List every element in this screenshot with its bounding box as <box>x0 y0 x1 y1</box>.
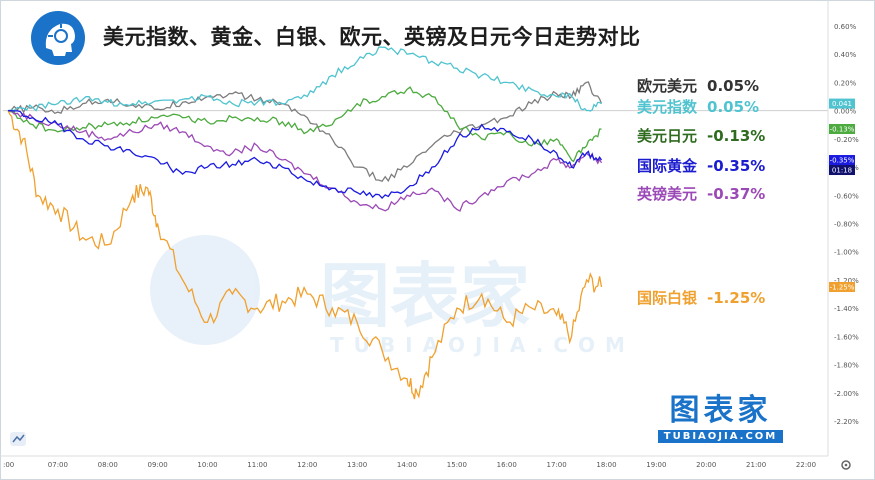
legend-item-usdjpy: 美元日元 -0.13% <box>637 125 765 146</box>
x-tick-label: 18:00 <box>596 461 616 469</box>
y-tick-label: -1.80% <box>834 362 859 370</box>
x-tick-label: 08:00 <box>98 461 118 469</box>
x-tick-label: 12:00 <box>297 461 317 469</box>
x-tick-label: 11:00 <box>247 461 267 469</box>
price-tag-dxy: 0.041 <box>829 98 855 109</box>
x-tick-label: 19:00 <box>646 461 666 469</box>
x-tick-label: 20:00 <box>696 461 716 469</box>
price-tag-usdjpy: -0.13% <box>829 123 855 134</box>
legend-name: 国际黄金 <box>637 157 698 175</box>
series-label-silver: 国际白银 -1.25% <box>637 287 765 308</box>
y-tick-label: 0.60% <box>834 23 857 31</box>
legend-value: 0.05% <box>707 98 760 116</box>
x-tick-label: 09:00 <box>148 461 168 469</box>
watermark-sub-text: TUBIAOJIA.COM <box>658 430 783 443</box>
x-tick-label: 15:00 <box>447 461 467 469</box>
legend-value: -0.35% <box>707 157 766 175</box>
x-tick-label: 13:00 <box>347 461 367 469</box>
x-tick-label: 22:00 <box>796 461 816 469</box>
y-tick-label: 0.00% <box>834 108 857 116</box>
series-line-eurusd <box>7 81 603 183</box>
legend-item-dxy: 美元指数 0.05% <box>637 96 759 117</box>
y-tick-label: -0.20% <box>834 136 859 144</box>
watermark: 图表家 TUBIAOJIA.COM <box>150 235 635 357</box>
x-tick-label: 17:00 <box>547 461 567 469</box>
legend-item-gold: 国际黄金 -0.35% <box>637 155 765 176</box>
watermark-bottom-right: 图表家 TUBIAOJIA.COM <box>658 394 783 443</box>
price-tags: 0.041 -0.13% -0.35% 01:18 -1.25% <box>829 98 855 292</box>
settings-gear-icon[interactable] <box>841 460 851 470</box>
legend-value: -0.37% <box>707 185 766 203</box>
watermark-sub-text: TUBIAOJIA.COM <box>330 333 635 357</box>
y-tick-label: -1.20% <box>834 277 859 285</box>
watermark-logo-icon <box>150 235 260 345</box>
series-line-gold <box>8 109 603 200</box>
legend-name: 英镑美元 <box>637 185 698 203</box>
x-tick-label: 10:00 <box>197 461 217 469</box>
y-axis: 0.60%0.40%0.20%0.00%-0.20%-0.40%-0.60%-0… <box>834 23 859 426</box>
y-tick-label: 0.40% <box>834 51 857 59</box>
series-line-gbpusd <box>7 109 603 212</box>
price-tag-text: -0.35% <box>830 157 855 165</box>
legend-value: 0.05% <box>707 77 760 95</box>
y-tick-label: -2.20% <box>834 418 859 426</box>
x-tick-label: 21:00 <box>746 461 766 469</box>
watermark-brand-text: 图表家 <box>320 255 530 337</box>
x-tick-label: :00 <box>3 461 14 469</box>
series-layer <box>7 46 603 400</box>
watermark-brand-text: 图表家 <box>669 393 772 428</box>
legend-name: 欧元美元 <box>637 77 698 95</box>
price-tag-text: -0.13% <box>830 125 855 133</box>
countdown-tag-text: 01:18 <box>832 167 852 175</box>
y-tick-label: -1.00% <box>834 249 859 257</box>
y-tick-label: -1.60% <box>834 333 859 341</box>
legend-name: 美元日元 <box>637 127 698 145</box>
y-tick-label: 0.20% <box>834 79 857 87</box>
x-tick-label: 16:00 <box>497 461 517 469</box>
legend-item-gbpusd: 英镑美元 -0.37% <box>637 183 765 204</box>
y-tick-label: -1.40% <box>834 305 859 313</box>
x-tick-label: 07:00 <box>48 461 68 469</box>
y-tick-label: -2.00% <box>834 390 859 398</box>
series-line-usdjpy <box>7 86 602 163</box>
y-tick-label: -0.80% <box>834 221 859 229</box>
price-tag-gold: -0.35% <box>829 155 855 166</box>
y-tick-label: -0.60% <box>834 192 859 200</box>
x-tick-label: 14:00 <box>397 461 417 469</box>
x-axis: :00 07:00 08:00 09:00 10:00 11:00 12:00 13:00 14… <box>3 461 816 469</box>
price-tag-text: 0.041 <box>832 100 852 108</box>
brand-logo-icon <box>28 8 88 68</box>
price-tag-text: -1.25% <box>830 283 855 291</box>
series-line-dxy <box>7 46 602 112</box>
legend-item-eurusd: 欧元美元 0.05% <box>637 75 759 96</box>
tradingview-logo-icon[interactable] <box>10 432 26 446</box>
series-value: -1.25% <box>707 289 766 307</box>
price-tag-silver: -1.25% <box>829 281 855 292</box>
chart-title: 美元指数、黄金、白银、欧元、英镑及日元今日走势对比 <box>103 25 641 49</box>
legend-name: 美元指数 <box>637 98 698 116</box>
legend-value: -0.13% <box>707 127 766 145</box>
series-name: 国际白银 <box>637 289 698 307</box>
series-line-silver <box>7 110 603 400</box>
